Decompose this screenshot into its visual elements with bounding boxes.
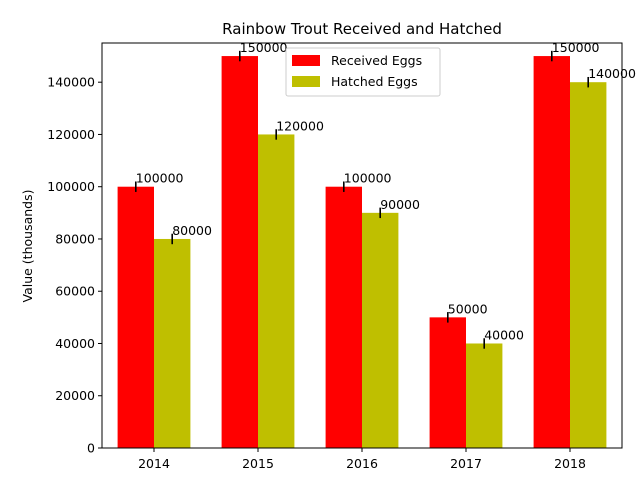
data-label: 40000 [484, 327, 524, 342]
y-axis-label: Value (thousands) [20, 190, 35, 303]
bar-received-2016 [325, 186, 362, 449]
data-label: 100000 [344, 171, 392, 186]
legend-swatch [292, 55, 320, 66]
data-label: 150000 [552, 40, 600, 55]
data-label: 50000 [448, 301, 488, 316]
x-tick-label: 2015 [242, 456, 274, 471]
bar-received-2015 [221, 56, 258, 449]
legend: Received Eggs Hatched Eggs [285, 47, 441, 97]
legend-label: Hatched Eggs [331, 74, 418, 89]
x-tick-label: 2017 [450, 456, 482, 471]
bar-hatched-2016 [362, 212, 399, 448]
legend-box [285, 47, 441, 97]
y-tick-label: 60000 [55, 284, 95, 299]
bar-hatched-2015 [258, 134, 295, 449]
data-label: 140000 [588, 66, 636, 81]
y-tick-label: 120000 [47, 127, 95, 142]
axes: 0 20000 40000 60000 80000 100000 120000 140000 2… [47, 75, 586, 471]
bar-hatched-2014 [154, 238, 191, 448]
data-label: 100000 [136, 171, 184, 186]
data-label: 120000 [276, 118, 324, 133]
y-tick-label: 100000 [47, 179, 95, 194]
y-tick-label: 140000 [47, 75, 95, 90]
data-label: 150000 [240, 40, 288, 55]
bar-received-2014 [117, 186, 154, 449]
data-label: 90000 [380, 197, 420, 212]
y-tick-label: 0 [87, 441, 95, 456]
x-tick-label: 2016 [346, 456, 378, 471]
bar-received-2017 [429, 317, 466, 448]
y-tick-label: 20000 [55, 388, 95, 403]
legend-swatch [292, 76, 320, 87]
data-label: 80000 [172, 223, 212, 238]
plot-area: 100000 150000 100000 50000 150000 80000 120000… [117, 40, 636, 449]
chart-title: Rainbow Trout Received and Hatched [222, 20, 502, 38]
y-tick-label: 40000 [55, 336, 95, 351]
x-tick-label: 2014 [138, 456, 170, 471]
x-tick-label: 2018 [554, 456, 586, 471]
bar-hatched-2017 [466, 343, 503, 448]
y-tick-label: 80000 [55, 231, 95, 246]
bar-hatched-2018 [570, 82, 607, 449]
bar-received-2018 [533, 56, 570, 449]
legend-label: Received Eggs [331, 53, 422, 68]
